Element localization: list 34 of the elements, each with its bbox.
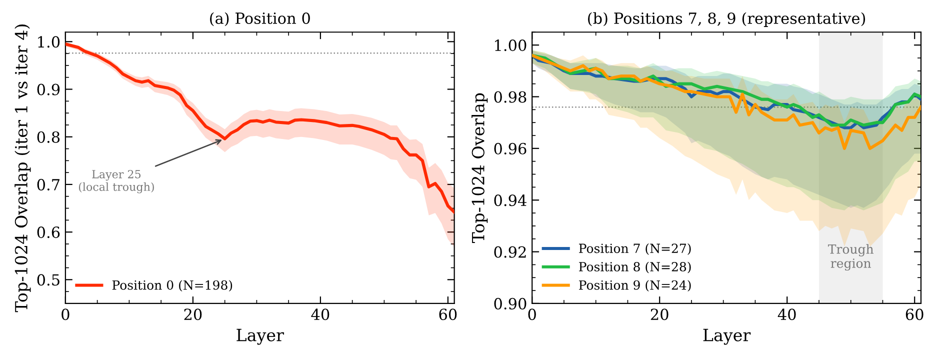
x-tick-label: 20 bbox=[650, 308, 668, 320]
y-tick-label: 1.00 bbox=[495, 40, 526, 52]
y-tick-label: 0.7 bbox=[37, 178, 60, 190]
y-tick-label: 0.90 bbox=[494, 298, 526, 310]
legend-label: Position 0 (N=198) bbox=[112, 280, 232, 292]
x-tick-label: 40 bbox=[778, 308, 796, 320]
annotation: Layer 25 (local trough) bbox=[78, 170, 154, 194]
y-tick-label: 0.92 bbox=[494, 246, 526, 258]
y-tick-label: 0.9 bbox=[37, 84, 60, 96]
y-tick-label: 0.5 bbox=[37, 274, 60, 286]
y-axis-title: Top-1024 Overlap (iter 1 vs iter 4) bbox=[14, 24, 31, 312]
line-series bbox=[65, 42, 454, 214]
x-axis-title: Layer bbox=[703, 328, 751, 345]
x-tick-label: 20 bbox=[184, 308, 202, 320]
line-series bbox=[532, 54, 921, 150]
y-tick-label: 0.98 bbox=[494, 91, 526, 103]
y-tick-label: 0.6 bbox=[37, 226, 60, 238]
x-tick-label: 40 bbox=[311, 308, 330, 320]
legend-label: Position 8 (N=28) bbox=[579, 262, 691, 274]
band-label: Trough region bbox=[828, 244, 874, 271]
y-tick-label: 0.94 bbox=[494, 194, 526, 206]
x-tick-label: 0 bbox=[528, 308, 536, 320]
y-tick-label: 0.96 bbox=[494, 142, 526, 154]
x-tick-label: 60 bbox=[906, 308, 924, 320]
y-tick-label: 1.0 bbox=[38, 36, 60, 48]
legend-label: Position 9 (N=24) bbox=[579, 280, 691, 292]
x-tick-label: 60 bbox=[439, 308, 457, 320]
y-tick-label: 0.8 bbox=[37, 131, 60, 143]
y-axis-title: Top-1024 Overlap bbox=[472, 93, 488, 243]
legend-label: Position 7 (N=27) bbox=[579, 243, 691, 255]
chart-title: (a) Position 0 bbox=[210, 12, 310, 26]
x-tick-label: 0 bbox=[62, 308, 70, 320]
x-axis-title: Layer bbox=[236, 328, 284, 345]
chart-title: (b) Positions 7, 8, 9 (representative) bbox=[588, 12, 866, 27]
